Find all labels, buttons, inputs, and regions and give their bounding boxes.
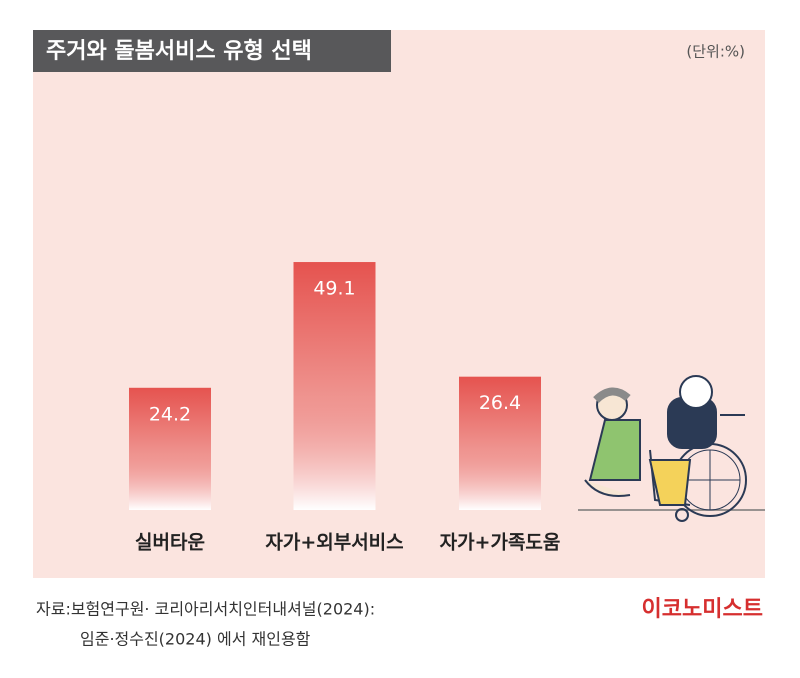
x-tick-label: 실버타운	[135, 532, 205, 554]
value-label: 24.2	[149, 403, 191, 425]
bar	[459, 376, 541, 510]
chart-title: 주거와 돌봄서비스 유형 선택	[46, 39, 312, 64]
x-tick-label: 자가+외부서비스	[265, 532, 403, 554]
illustration	[578, 375, 765, 522]
x-tick-label: 자가+가족도움	[440, 532, 561, 554]
title-bar	[33, 30, 391, 72]
value-label: 26.4	[479, 392, 521, 414]
source-line: 자료:보험연구원· 코리아리서치인터내셔널(2024):	[36, 600, 375, 619]
source-line: 임준·정수진(2024) 에서 재인용함	[80, 630, 311, 649]
bar	[129, 387, 211, 510]
unit-label: (단위:%)	[686, 43, 745, 61]
brand-logo: 이코노미스트	[642, 597, 763, 622]
bar	[293, 262, 376, 510]
value-label: 49.1	[313, 278, 355, 300]
